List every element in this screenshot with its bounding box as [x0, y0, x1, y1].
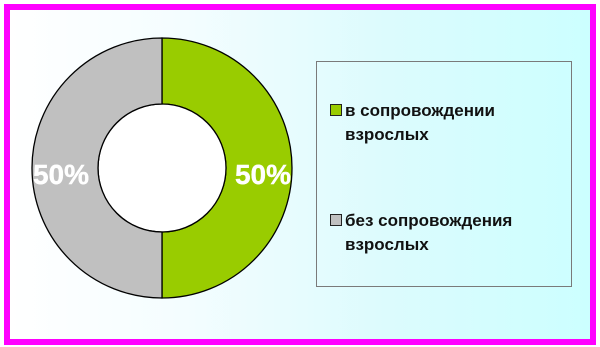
legend-item: в сопровождении взрослых	[330, 99, 565, 147]
donut-slice	[31, 37, 163, 299]
legend-label: в сопровождении взрослых	[345, 101, 495, 144]
slice-value-label: 50%	[235, 159, 291, 190]
chart-legend: в сопровождении взрослых без сопровожден…	[316, 61, 572, 287]
donut-chart: 50% 50%	[31, 37, 293, 299]
chart-frame: 50% 50% в сопровождении взрослых без сопр…	[4, 4, 596, 345]
legend-swatch	[330, 214, 342, 226]
legend-item: без сопровождения взрослых	[330, 209, 565, 257]
legend-swatch	[330, 104, 342, 116]
legend-label: без сопровождения взрослых	[345, 211, 513, 254]
slice-value-label: 50%	[33, 159, 89, 190]
